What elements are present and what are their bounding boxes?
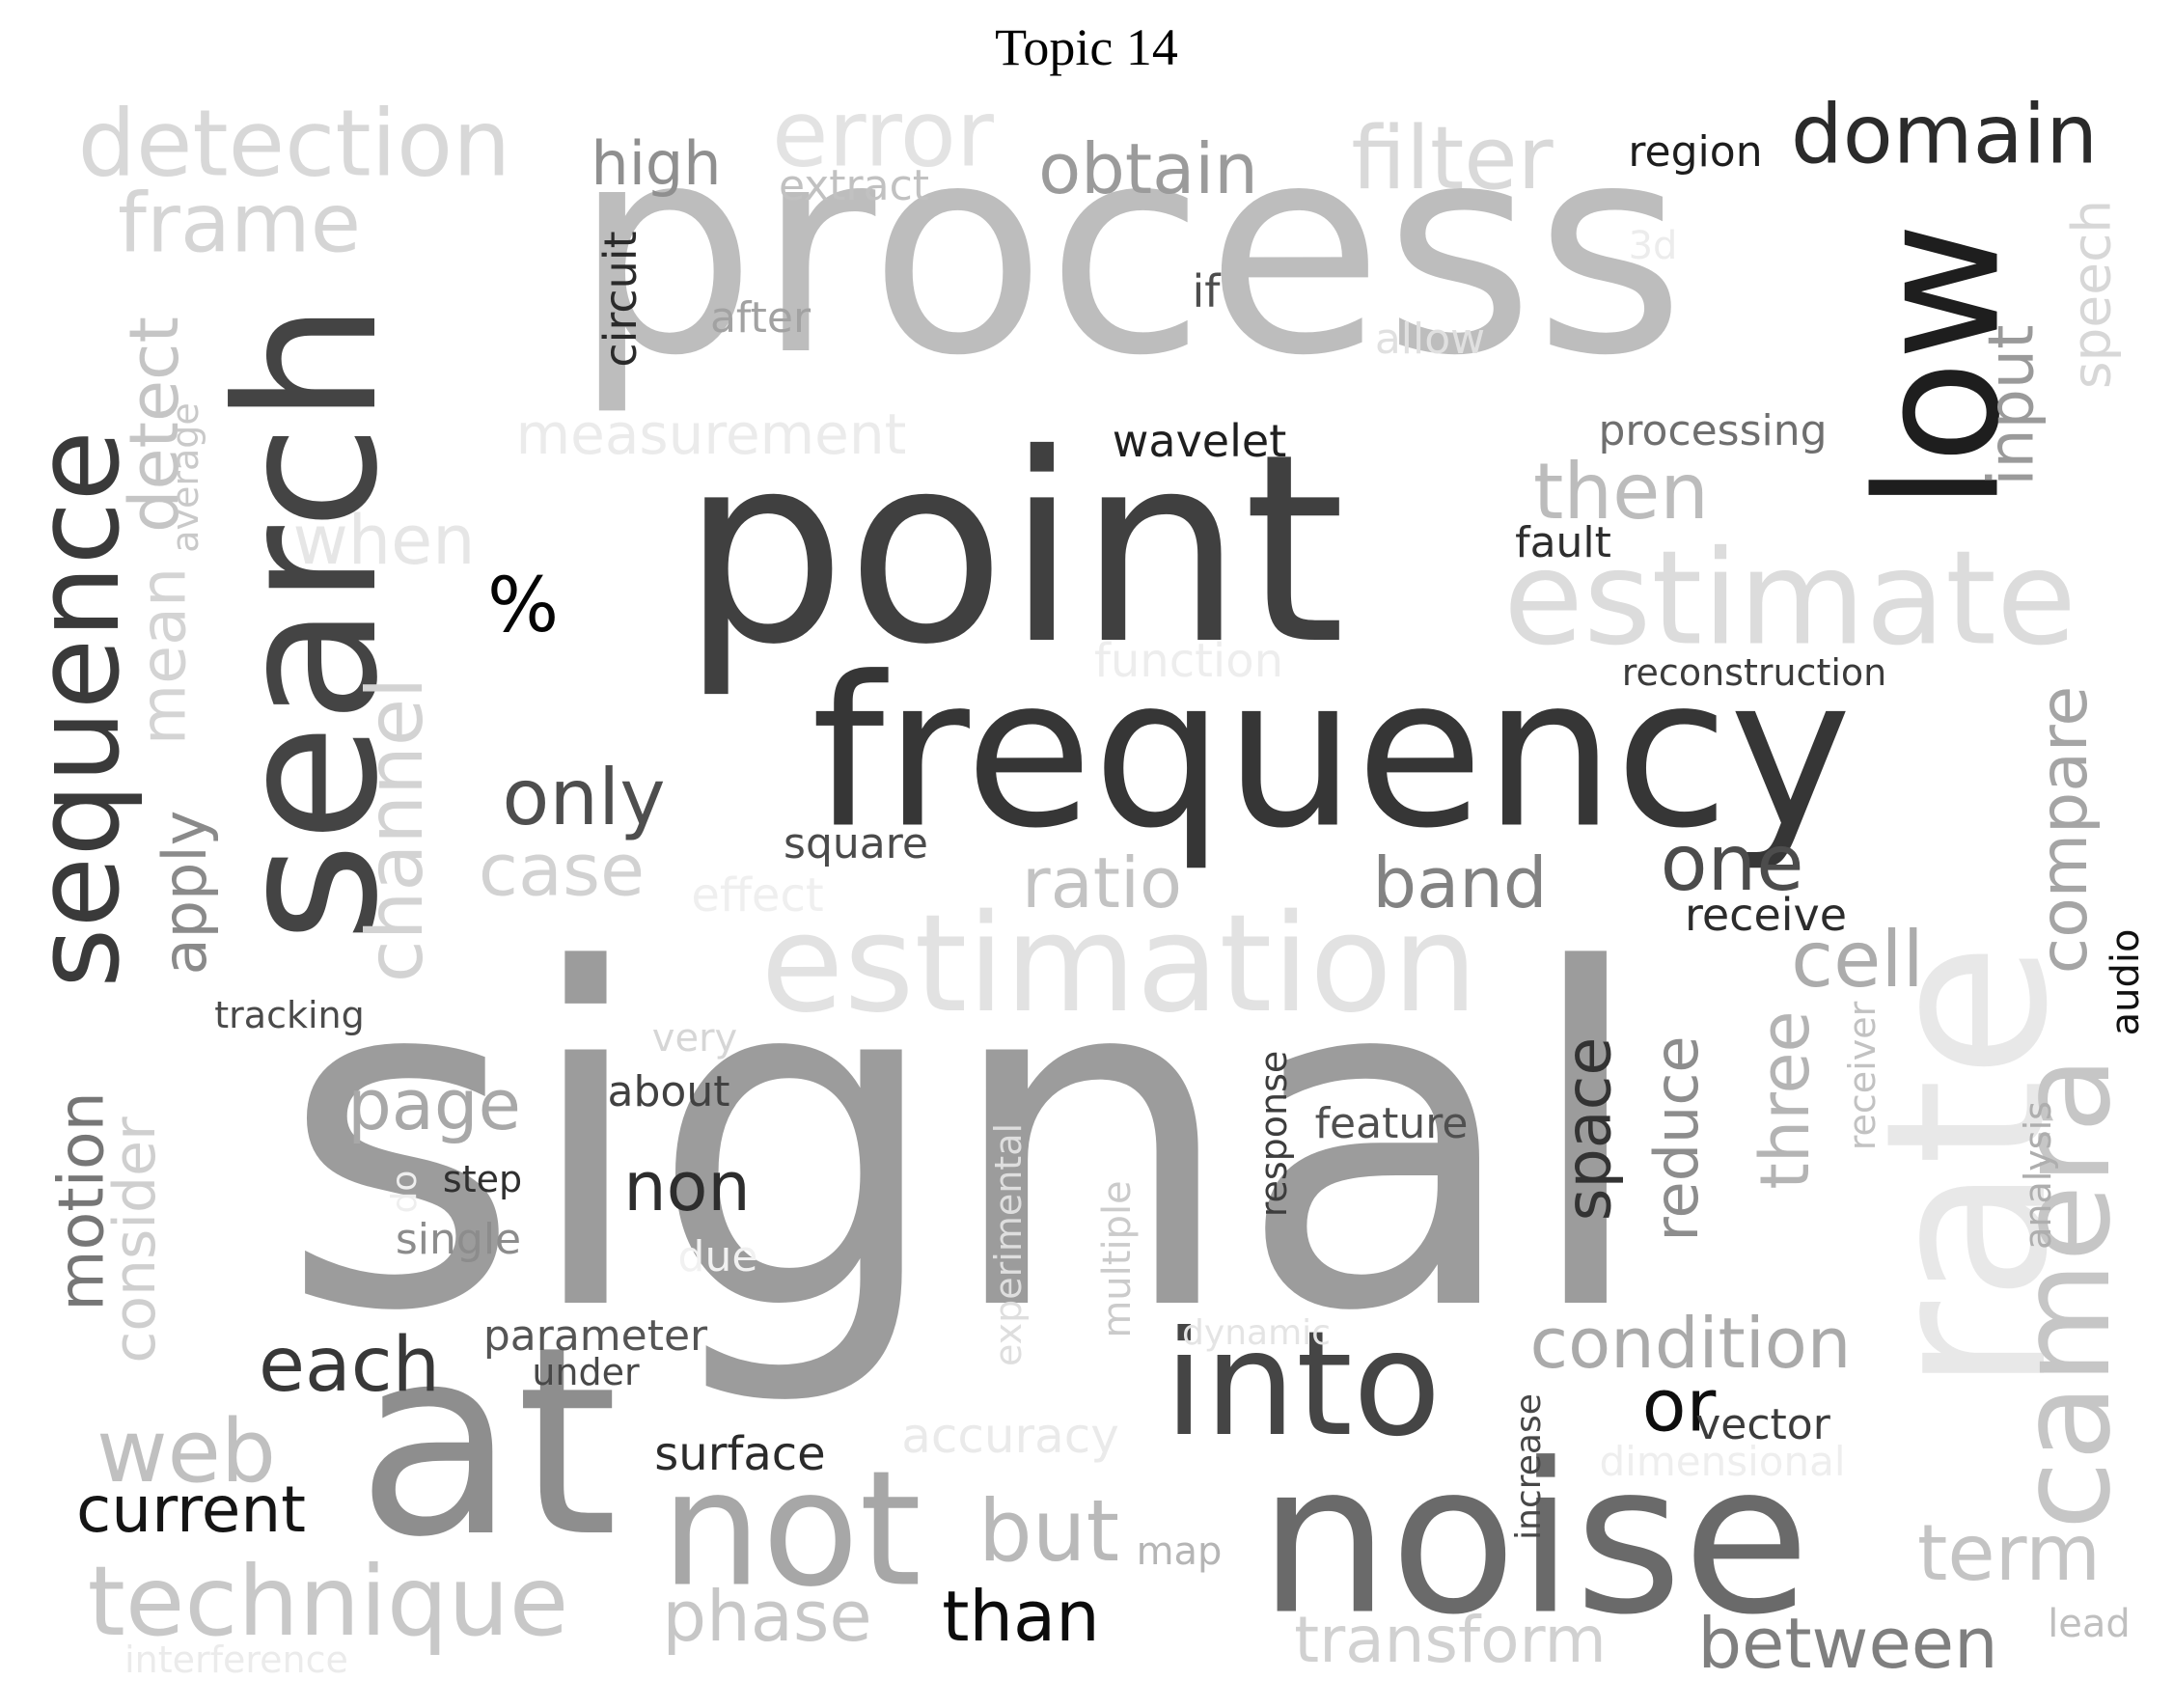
word-reduce: reduce bbox=[1641, 1035, 1712, 1242]
word-only: only bbox=[502, 753, 666, 842]
word-response: response bbox=[1252, 1050, 1295, 1218]
word-obtain: obtain bbox=[1038, 128, 1258, 209]
word-increase: increase bbox=[1509, 1393, 1549, 1540]
word-between: between bbox=[1697, 1603, 1998, 1684]
word-detection: detection bbox=[77, 91, 511, 198]
word-dimensional: dimensional bbox=[1599, 1438, 1846, 1485]
word-current: current bbox=[75, 1473, 307, 1547]
word-effect: effect bbox=[691, 868, 824, 923]
word-domain: domain bbox=[1790, 87, 2099, 183]
word-receive: receive bbox=[1684, 889, 1848, 941]
word-3d: 3d bbox=[1628, 224, 1678, 268]
word-very: very bbox=[651, 1016, 738, 1061]
word-mean: mean bbox=[127, 566, 201, 746]
word-after: after bbox=[709, 293, 811, 343]
word-experimental: experimental bbox=[987, 1122, 1030, 1367]
word-non: non bbox=[623, 1147, 751, 1226]
word-multiple: multiple bbox=[1095, 1180, 1140, 1338]
word-under: under bbox=[532, 1351, 640, 1393]
word-apply: apply bbox=[150, 810, 220, 976]
word-circuit: circuit bbox=[594, 231, 646, 368]
word-at: at bbox=[356, 1290, 619, 1594]
word-due: due bbox=[677, 1232, 758, 1281]
word-allow: allow bbox=[1374, 315, 1486, 364]
word-square: square bbox=[784, 819, 928, 868]
word-accuracy: accuracy bbox=[901, 1408, 1119, 1464]
word-phase: phase bbox=[662, 1576, 872, 1657]
word-measurement: measurement bbox=[515, 401, 907, 467]
word-frame: frame bbox=[117, 176, 362, 272]
word-about: about bbox=[607, 1067, 730, 1116]
word-error: error bbox=[772, 81, 994, 188]
word-lead: lead bbox=[2048, 1602, 2131, 1646]
word-map: map bbox=[1136, 1529, 1223, 1574]
chart-title: Topic 14 bbox=[995, 18, 1178, 76]
word-analysis: analysis bbox=[2017, 1101, 2059, 1250]
word-term: term bbox=[1917, 1508, 2101, 1598]
word-each: each bbox=[258, 1322, 441, 1409]
word-step: step bbox=[442, 1158, 523, 1200]
word-web: web bbox=[96, 1401, 277, 1502]
word-than: than bbox=[942, 1576, 1100, 1657]
word-into: into bbox=[1164, 1301, 1442, 1469]
word-vector: vector bbox=[1695, 1400, 1830, 1449]
word-ratio: ratio bbox=[1021, 842, 1183, 923]
word-pct: % bbox=[486, 563, 560, 649]
word-parameter: parameter bbox=[482, 1311, 708, 1361]
word-receiver: receiver bbox=[1841, 1001, 1884, 1151]
word-speech: speech bbox=[2060, 199, 2123, 390]
word-not: not bbox=[660, 1436, 922, 1622]
word-dynamic: dynamic bbox=[1182, 1313, 1331, 1353]
word-channel: channel bbox=[350, 676, 440, 983]
word-page: page bbox=[347, 1064, 521, 1145]
word-feature: feature bbox=[1314, 1099, 1469, 1148]
word-if: if bbox=[1192, 265, 1221, 317]
word-space: space bbox=[1553, 1036, 1626, 1222]
word-one: one bbox=[1660, 818, 1804, 908]
word-audio: audio bbox=[2104, 928, 2148, 1036]
word-signal: signal bbox=[280, 873, 1650, 1413]
word-cell: cell bbox=[1791, 915, 1924, 1005]
word-or: or bbox=[1641, 1363, 1717, 1448]
word-fault: fault bbox=[1515, 518, 1611, 567]
word-point: point bbox=[680, 398, 1346, 702]
word-when: when bbox=[292, 501, 476, 580]
word-region: region bbox=[1628, 127, 1763, 177]
word-three: three bbox=[1746, 1010, 1825, 1190]
word-extract: extract bbox=[778, 161, 930, 210]
word-condition: condition bbox=[1529, 1303, 1852, 1384]
word-estimation: estimation bbox=[760, 886, 1478, 1043]
word-input: input bbox=[1975, 324, 2049, 486]
word-but: but bbox=[977, 1481, 1120, 1581]
word-consider: consider bbox=[101, 1116, 169, 1364]
word-band: band bbox=[1372, 842, 1548, 923]
word-noise: noise bbox=[1258, 1418, 1810, 1661]
word-case: case bbox=[478, 827, 646, 913]
word-high: high bbox=[591, 128, 722, 199]
word-tracking: tracking bbox=[214, 994, 365, 1036]
word-reconstruction: reconstruction bbox=[1621, 651, 1887, 694]
word-processing: processing bbox=[1598, 406, 1828, 455]
word-function: function bbox=[1093, 634, 1284, 688]
word-surface: surface bbox=[654, 1427, 826, 1481]
word-wavelet: wavelet bbox=[1112, 415, 1287, 467]
word-process: process bbox=[572, 82, 1686, 419]
word-technique: technique bbox=[87, 1545, 569, 1658]
word-frequency: frequency bbox=[811, 631, 1853, 874]
word-then: then bbox=[1533, 447, 1709, 537]
word-do: do bbox=[385, 1170, 425, 1214]
word-filter: filter bbox=[1351, 108, 1554, 209]
word-interference: interference bbox=[124, 1639, 348, 1681]
word-single: single bbox=[395, 1215, 522, 1264]
word-average: average bbox=[164, 402, 206, 553]
word-compare: compare bbox=[2026, 685, 2103, 975]
word-estimate: estimate bbox=[1502, 522, 2077, 675]
word-transform: transform bbox=[1294, 1603, 1607, 1677]
